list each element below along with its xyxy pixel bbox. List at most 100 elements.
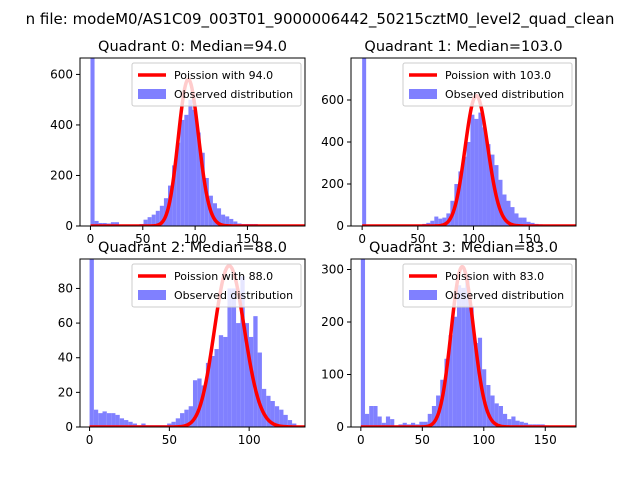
y-tick-label: 400 (50, 118, 73, 132)
histogram-bar (114, 222, 120, 226)
histogram-bar (369, 406, 374, 427)
histogram-bar (223, 336, 228, 427)
histogram-bar (442, 217, 447, 226)
histogram-bar (434, 216, 439, 226)
x-tick-label: 100 (238, 433, 261, 447)
histogram-bar (184, 409, 189, 427)
y-tick-label: 200 (321, 177, 344, 191)
histogram-bar (494, 403, 499, 427)
y-tick-label: 20 (58, 385, 73, 399)
histogram-bar (430, 220, 435, 226)
histogram-bar (201, 385, 206, 427)
histogram-bar (502, 194, 507, 226)
quadrant-0-axes-frame (79, 57, 306, 227)
histogram-bar (514, 213, 519, 226)
histogram-bar (498, 406, 503, 427)
histogram-bar (94, 220, 99, 226)
histogram-bar (510, 207, 515, 226)
quadrant-3-title: Quadrant 3: Median=83.0 (369, 240, 558, 256)
histogram-bar (143, 219, 148, 226)
y-tick-label: 300 (321, 263, 344, 277)
histogram-bar (502, 413, 508, 427)
quadrant-2-legend: Poission with 88.0 Observed distribution (131, 263, 302, 308)
histogram-bar (279, 409, 284, 427)
quadrant-1-panel: 0 50 100 150 0 200 400 600 Poission with 103.0 Ob… (321, 39, 577, 246)
histogram-bar (462, 156, 467, 226)
quadrant-2-title: Quadrant 2: Median=88.0 (98, 240, 287, 256)
histogram-bar (225, 216, 230, 226)
histogram-bar (274, 406, 280, 427)
y-tick-label: 200 (50, 168, 73, 182)
histogram-bar (482, 127, 487, 226)
histogram-bar (456, 285, 462, 427)
histogram-bar (283, 414, 288, 427)
histogram-bar (362, 58, 367, 226)
quadrant-3-panel: 0 50 100 150 0 100 200 300 Poission with 83.0 Obs… (321, 240, 577, 447)
histogram-bar (469, 306, 474, 427)
histogram-bar (507, 419, 512, 427)
y-tick-label: 0 (65, 420, 73, 434)
histogram-bar (236, 323, 241, 427)
histogram-bar (261, 388, 267, 427)
histogram-bar (155, 210, 160, 226)
y-tick-label: 0 (65, 219, 73, 233)
histogram-bar (210, 355, 215, 427)
histogram-bar (498, 179, 503, 226)
legend-poisson-label: Poission with 83.0 (445, 270, 544, 283)
quadrant-3-legend: Poission with 83.0 Observed distribution (402, 263, 573, 308)
histogram-bar (172, 165, 177, 226)
quadrant-1-legend: Poission with 103.0 Observed distribution (402, 62, 573, 107)
histogram-bar (270, 401, 275, 427)
histogram-bar (89, 259, 94, 427)
histogram-bar (176, 142, 181, 226)
quadrant-2-axes-frame (79, 258, 306, 428)
legend-observed-label: Observed distribution (445, 289, 564, 302)
histogram-bar (257, 352, 262, 427)
histogram-bar (473, 343, 478, 427)
histogram-bar (411, 422, 416, 427)
histogram-bar (448, 335, 453, 427)
histogram-bar (438, 218, 443, 226)
y-tick-label: 400 (321, 135, 344, 149)
histogram-bar (171, 421, 176, 427)
histogram-bar (111, 413, 116, 427)
x-tick-label: 0 (86, 433, 94, 447)
y-tick-label: 60 (58, 316, 73, 330)
quadrant-3-axes-frame (350, 258, 577, 428)
histogram-bar (390, 419, 395, 427)
x-tick-label: 50 (135, 232, 150, 246)
legend-box (131, 263, 302, 308)
x-tick-label: 0 (357, 433, 365, 447)
legend-observed-swatch (138, 89, 166, 99)
histogram-bar (229, 218, 234, 226)
histogram-bar (423, 421, 428, 427)
histogram-bar (381, 422, 386, 427)
legend-poisson-label: Poission with 103.0 (445, 69, 551, 82)
x-tick-label: 50 (410, 232, 425, 246)
histogram-bar (266, 395, 271, 427)
histogram-bar (287, 420, 293, 427)
histogram-bar (248, 336, 254, 427)
histogram-bar (377, 416, 382, 427)
histogram-bar (523, 422, 529, 427)
histogram-bar (214, 349, 219, 427)
histogram-bar (231, 288, 237, 427)
legend-observed-swatch (409, 290, 437, 300)
histogram-bar (124, 420, 129, 427)
histogram-bar (175, 418, 181, 427)
histogram-bar (205, 362, 211, 427)
histogram-bar (490, 154, 495, 226)
histogram-bar (151, 214, 156, 226)
histogram-bar (402, 422, 407, 427)
quadrant-2-panel: 0 50 100 0 20 40 60 80 Poission with 88.0 Observe… (58, 240, 306, 447)
histogram-bar (188, 99, 193, 226)
histogram-bar (486, 385, 491, 427)
legend-box (402, 62, 573, 107)
histogram-bar (515, 420, 520, 427)
histogram-bar (518, 217, 523, 226)
x-tick-label: 50 (415, 433, 430, 447)
histogram-bar (486, 144, 491, 226)
histogram-bar (490, 395, 495, 427)
histogram-bar (180, 413, 185, 427)
